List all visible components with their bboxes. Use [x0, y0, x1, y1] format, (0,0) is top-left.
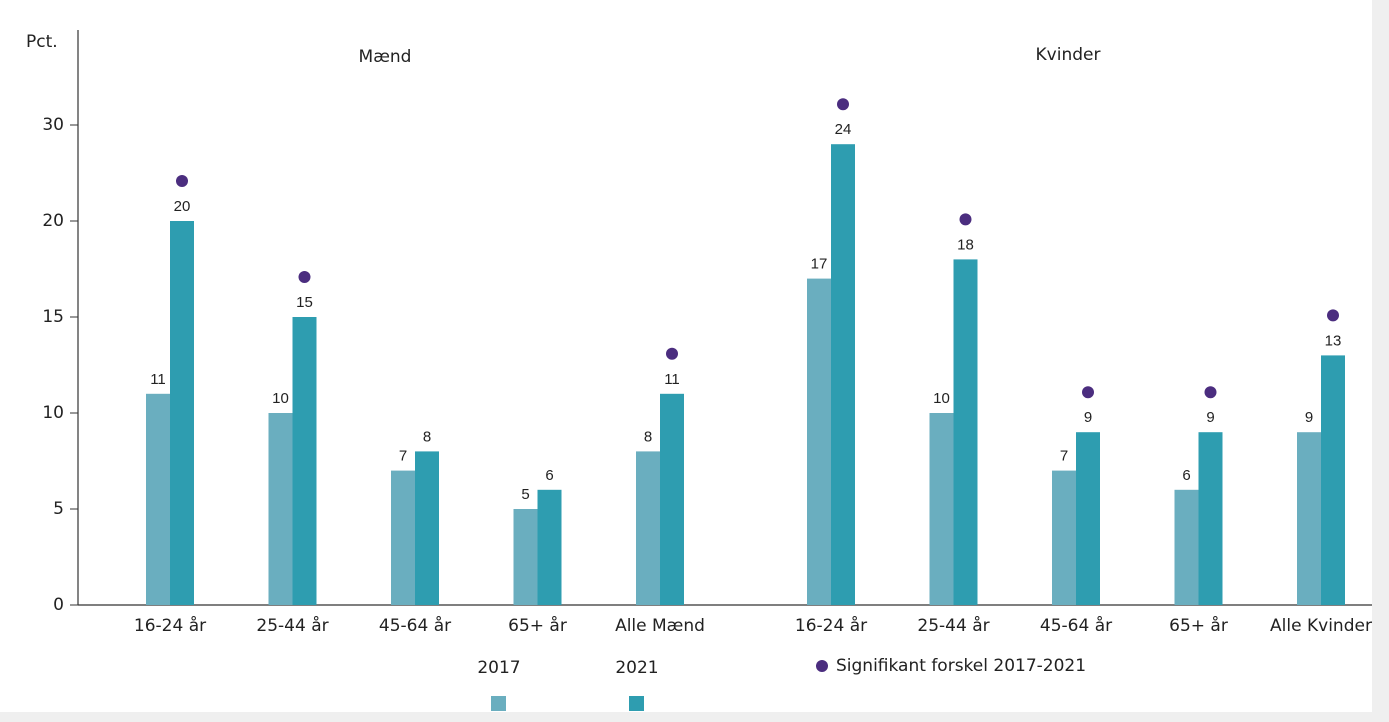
y-tick-label: 0: [53, 595, 64, 615]
y-tick-label: 30: [42, 115, 64, 135]
chart-background: [0, 0, 1372, 712]
value-label: 9: [1084, 409, 1092, 426]
value-label: 11: [150, 371, 166, 388]
bar: [415, 451, 439, 605]
value-label: 20: [174, 198, 191, 215]
bar: [953, 259, 978, 605]
bar: [292, 317, 317, 605]
y-tick-label: 10: [42, 403, 64, 423]
y-tick-label: 5: [53, 499, 64, 519]
bar: [831, 144, 855, 605]
legend-label: 2021: [615, 658, 658, 678]
value-label: 8: [644, 428, 652, 445]
value-label: 10: [933, 390, 950, 407]
bar: [660, 393, 684, 605]
legend-swatch: [491, 696, 506, 711]
bar: [807, 278, 831, 605]
significance-marker: [298, 271, 311, 283]
value-label: 18: [957, 236, 974, 253]
value-label: 6: [545, 467, 553, 484]
bar: [391, 470, 415, 605]
bar: [1198, 432, 1223, 605]
significance-marker: [176, 175, 188, 187]
bar: [268, 413, 293, 605]
significance-marker: [1327, 309, 1339, 322]
x-tick-label: 65+ år: [508, 615, 567, 636]
significance-marker: [959, 213, 972, 226]
significance-marker: [1204, 386, 1217, 399]
value-label: 17: [811, 256, 828, 273]
bar: [929, 413, 954, 605]
legend-swatch: [629, 696, 644, 711]
bar: [170, 221, 194, 605]
bar: [1297, 432, 1321, 605]
bar: [1076, 432, 1100, 605]
group-title: Kvinder: [1036, 45, 1101, 65]
legend-label: 2017: [477, 658, 520, 678]
group-title: Mænd: [359, 47, 412, 67]
x-tick-label: 45-64 år: [1040, 615, 1112, 636]
bar: [1052, 470, 1076, 605]
value-label: 6: [1182, 467, 1190, 484]
legend-label: Signifikant forskel 2017-2021: [836, 656, 1086, 676]
value-label: 24: [835, 121, 852, 138]
significance-marker: [1082, 386, 1094, 399]
legend-marker: [816, 660, 828, 672]
value-label: 8: [423, 428, 431, 445]
y-axis-label: Pct.: [26, 32, 58, 52]
value-label: 7: [1060, 448, 1068, 465]
x-tick-label: 25-44 år: [256, 615, 328, 636]
bar: [537, 489, 562, 605]
value-label: 11: [664, 371, 680, 388]
value-label: 5: [521, 486, 529, 503]
y-tick-label: 15: [42, 307, 64, 327]
bar: [146, 393, 170, 605]
bar: [636, 451, 660, 605]
bar: [513, 509, 538, 605]
value-label: 9: [1206, 409, 1214, 426]
value-label: 9: [1305, 409, 1313, 426]
x-tick-label: Alle Mænd: [615, 616, 705, 636]
bar: [1321, 355, 1345, 605]
x-tick-label: 25-44 år: [917, 615, 989, 636]
value-label: 15: [296, 294, 313, 311]
significance-marker: [666, 347, 678, 360]
value-label: 13: [1325, 332, 1342, 349]
bar: [1174, 489, 1199, 605]
value-label: 10: [272, 390, 289, 407]
x-tick-label: 65+ år: [1169, 615, 1228, 636]
y-tick-label: 20: [42, 211, 64, 231]
x-tick-label: 16-24 år: [134, 615, 206, 636]
x-tick-label: Alle Kvinder: [1270, 616, 1372, 636]
significance-marker: [837, 98, 849, 111]
x-tick-label: 16-24 år: [795, 615, 867, 636]
x-tick-label: 45-64 år: [379, 615, 451, 636]
value-label: 7: [399, 448, 407, 465]
